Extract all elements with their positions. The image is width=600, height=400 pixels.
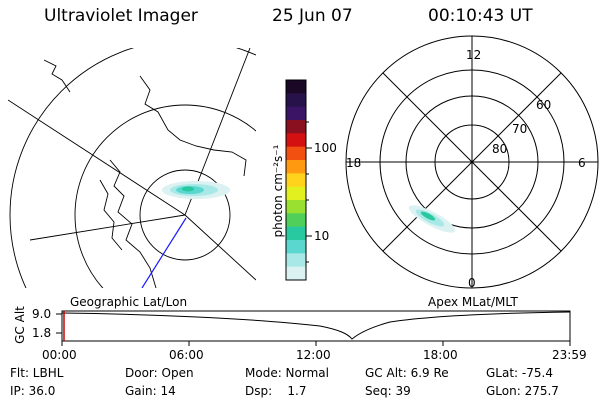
satellite-track — [141, 217, 187, 288]
aurora-emission — [162, 181, 230, 199]
color-bar-label-10: 10 — [314, 229, 330, 243]
color-bar-band — [286, 186, 306, 201]
mlt-line — [382, 72, 562, 252]
color-bar-label-100: 100 — [314, 141, 337, 155]
coastline — [43, 59, 71, 93]
door-info: Door: Open — [125, 366, 194, 380]
latitude-circle — [139, 169, 231, 261]
polar-aurora — [408, 205, 456, 233]
meridian-line — [8, 99, 186, 216]
glon-info: GLon: 275.7 — [486, 384, 559, 398]
meridian-line — [29, 214, 186, 241]
aurora-core — [182, 186, 194, 192]
time-tick-label: 18:00 — [423, 348, 458, 362]
altitude-tick-label: 1.8 — [32, 326, 52, 340]
color-bar-band — [286, 253, 306, 268]
time-tick-label: 23:59 — [552, 348, 587, 362]
meridian-line — [184, 214, 256, 281]
coastline — [99, 179, 123, 251]
mlt-label-18: 18 — [346, 156, 362, 170]
color-bar-band — [286, 133, 306, 148]
color-bar-band — [286, 106, 306, 121]
color-bar-band — [286, 160, 306, 174]
time-tick-label: 12:00 — [296, 348, 331, 362]
coastline — [109, 159, 157, 288]
coastline — [139, 75, 247, 177]
altitude-axis-label: GC Alt — [13, 306, 27, 344]
time-tick-label: 06:00 — [169, 348, 204, 362]
latitude-circle — [74, 104, 256, 288]
color-bar-band — [286, 146, 306, 161]
color-bar-band — [286, 266, 306, 281]
color-bar-band — [286, 240, 306, 254]
mode-info: Mode: Normal — [245, 366, 329, 380]
color-bar-unit: photon cm⁻²s⁻¹ — [271, 144, 285, 238]
polar-plot — [345, 35, 599, 289]
ip-info: IP: 36.0 — [10, 384, 56, 398]
geo-map-caption: Geographic Lat/Lon — [70, 295, 188, 309]
dsp-info: Dsp: 1.7 — [245, 384, 307, 398]
color-bar-band — [286, 120, 306, 134]
mlat-label-70: 70 — [512, 122, 528, 136]
observation-time: 00:10:43 UT — [428, 6, 533, 26]
seq-info: Seq: 39 — [365, 384, 411, 398]
color-bar-band — [286, 173, 306, 188]
mlt-label-6: 6 — [578, 156, 586, 170]
color-bar-frame — [285, 79, 307, 281]
instrument-title: Ultraviolet Imager — [44, 6, 198, 26]
aurora-core — [420, 211, 436, 221]
color-bar-band — [286, 93, 306, 108]
observation-date: 25 Jun 07 — [272, 6, 353, 26]
mlat-label-80: 80 — [492, 142, 508, 156]
time-tick-label: 00:00 — [42, 348, 77, 362]
color-bar-band — [286, 213, 306, 228]
filter-info: Flt: LBHL — [10, 366, 64, 380]
color-bar-band — [286, 80, 306, 94]
altitude-tick-label: 9.0 — [32, 307, 52, 321]
color-bar — [286, 80, 306, 281]
gc-alt-info: GC Alt: 6.9 Re — [365, 366, 449, 380]
glat-info: GLat: -75.4 — [486, 366, 553, 380]
gain-info: Gain: 14 — [125, 384, 176, 398]
mlt-label-0: 0 — [468, 276, 476, 290]
mlat-label-60: 60 — [536, 98, 552, 112]
altitude-curve — [61, 311, 571, 340]
polar-plot-caption: Apex MLat/MLT — [428, 295, 518, 309]
mlt-label-12: 12 — [466, 48, 482, 62]
latitude-circle — [9, 48, 256, 288]
color-bar-band — [286, 226, 306, 241]
color-bar-band — [286, 200, 306, 214]
